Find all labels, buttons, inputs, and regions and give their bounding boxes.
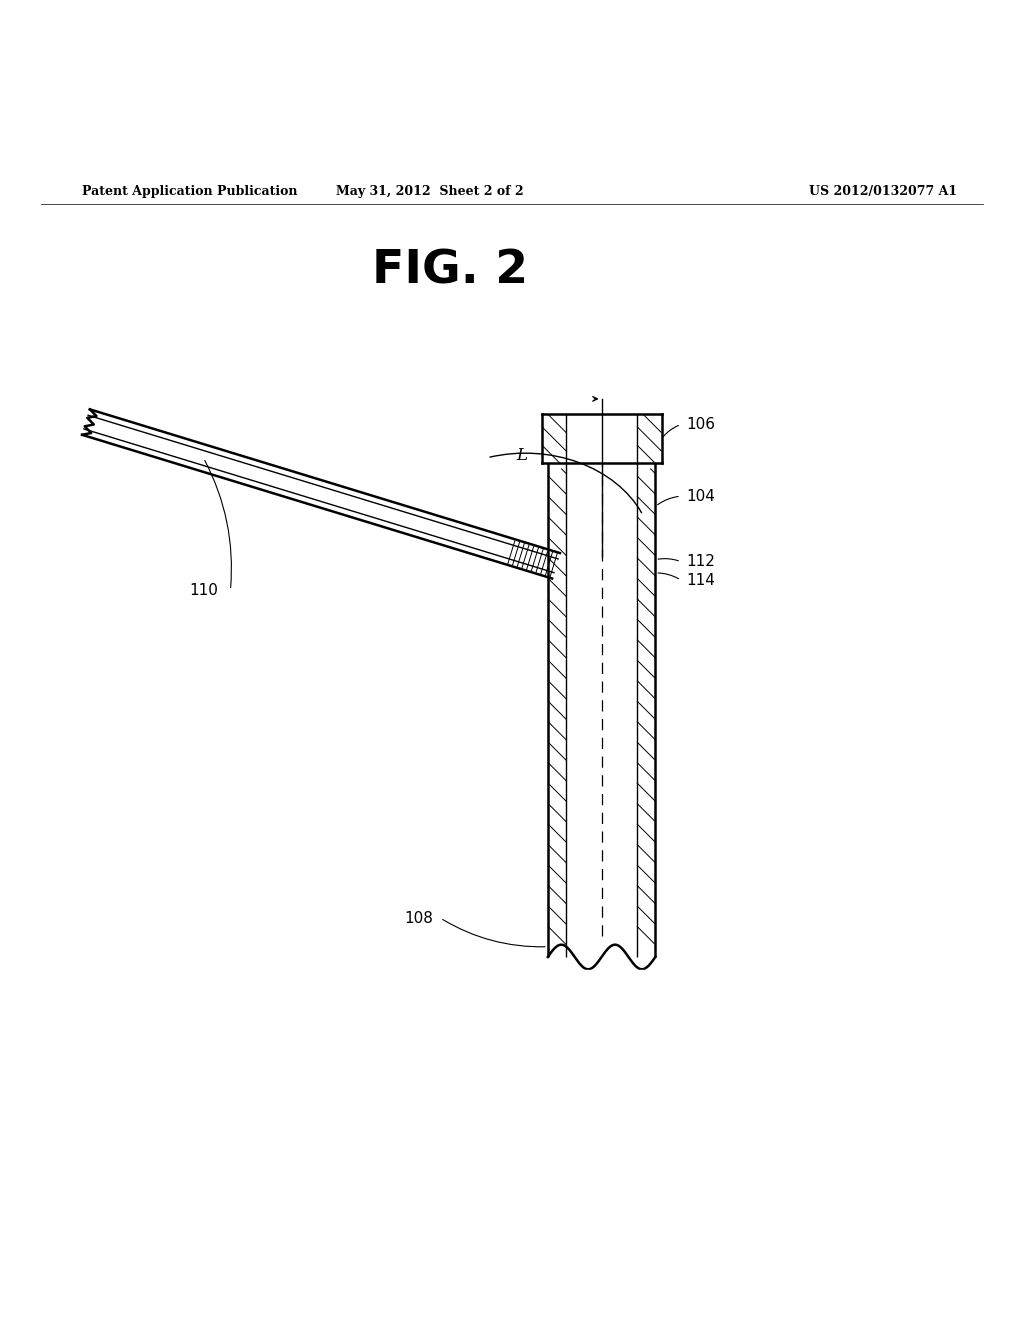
- Text: L: L: [517, 446, 527, 463]
- Text: 112: 112: [686, 554, 715, 569]
- Text: 108: 108: [404, 911, 433, 925]
- Text: May 31, 2012  Sheet 2 of 2: May 31, 2012 Sheet 2 of 2: [336, 185, 524, 198]
- Text: FIG. 2: FIG. 2: [373, 248, 528, 293]
- Text: 114: 114: [686, 573, 715, 587]
- Text: US 2012/0132077 A1: US 2012/0132077 A1: [809, 185, 957, 198]
- Text: Patent Application Publication: Patent Application Publication: [82, 185, 297, 198]
- Text: 110: 110: [189, 583, 218, 598]
- Text: 106: 106: [686, 417, 715, 432]
- Text: 104: 104: [686, 488, 715, 504]
